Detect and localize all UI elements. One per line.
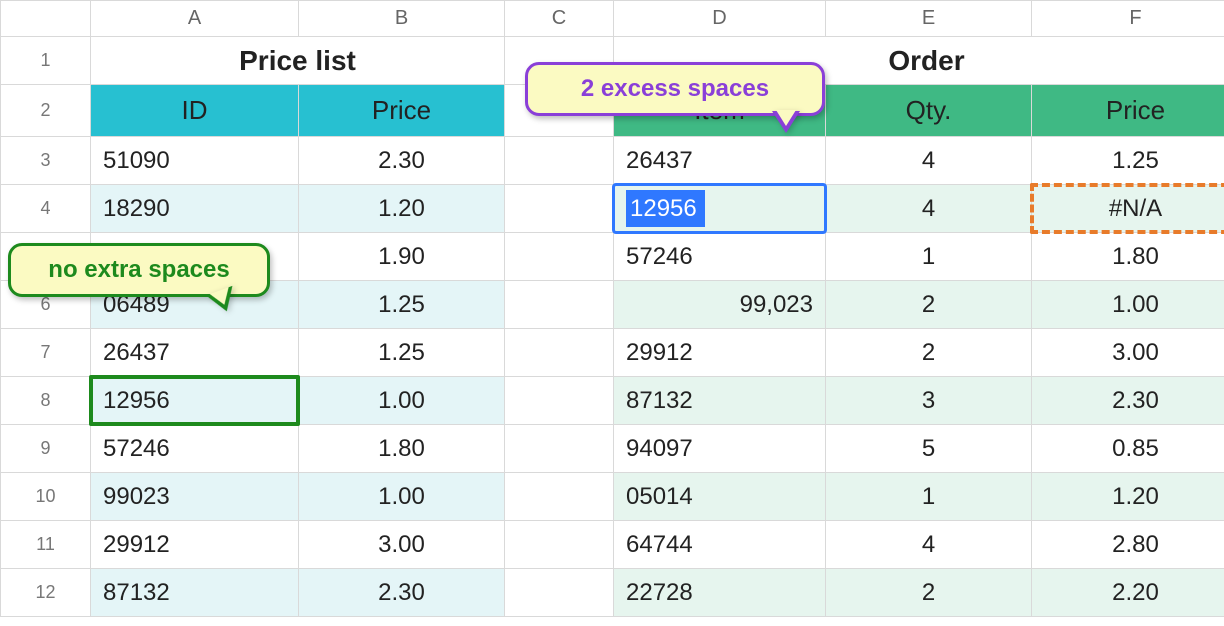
cell[interactable]: 1 — [826, 473, 1032, 521]
header-qty[interactable]: Qty. — [826, 85, 1032, 137]
cell[interactable]: 2.30 — [299, 569, 505, 617]
cell[interactable]: 1.25 — [299, 281, 505, 329]
cell[interactable]: 51090 — [91, 137, 299, 185]
cell[interactable]: 5 — [826, 425, 1032, 473]
row-header[interactable]: 10 — [1, 473, 91, 521]
cell[interactable]: 2 — [826, 569, 1032, 617]
callout-excess-spaces: 2 excess spaces — [525, 62, 825, 116]
cell[interactable]: 4 — [826, 521, 1032, 569]
row-header[interactable]: 3 — [1, 137, 91, 185]
cell[interactable]: 4 — [826, 185, 1032, 233]
cell[interactable]: 22728 — [614, 569, 826, 617]
header-id[interactable]: ID — [91, 85, 299, 137]
table-row: 3 51090 2.30 26437 4 1.25 — [1, 137, 1224, 185]
cell[interactable] — [505, 329, 614, 377]
col-header-E[interactable]: E — [826, 1, 1032, 37]
cell[interactable] — [505, 233, 614, 281]
cell[interactable]: 1.80 — [299, 425, 505, 473]
col-header-D[interactable]: D — [614, 1, 826, 37]
callout-text: no extra spaces — [48, 256, 229, 283]
active-cell[interactable]: 12956 — [614, 185, 826, 233]
row-header[interactable]: 4 — [1, 185, 91, 233]
cell[interactable] — [505, 473, 614, 521]
callout-no-extra-spaces: no extra spaces — [8, 243, 270, 297]
corner-cell[interactable] — [1, 1, 91, 37]
row-header[interactable]: 9 — [1, 425, 91, 473]
cell[interactable]: 2.80 — [1032, 521, 1224, 569]
cell[interactable]: 1.20 — [299, 185, 505, 233]
table-row: 10 99023 1.00 05014 1 1.20 — [1, 473, 1224, 521]
row-header[interactable]: 7 — [1, 329, 91, 377]
cell[interactable]: 1.20 — [1032, 473, 1224, 521]
cell[interactable]: 99,023 — [614, 281, 826, 329]
cell[interactable]: 3 — [826, 377, 1032, 425]
cell[interactable]: 2.30 — [299, 137, 505, 185]
cell[interactable]: 05014 — [614, 473, 826, 521]
cell[interactable]: 1.25 — [1032, 137, 1224, 185]
cell[interactable] — [505, 377, 614, 425]
col-header-A[interactable]: A — [91, 1, 299, 37]
cell[interactable]: 57246 — [614, 233, 826, 281]
cell[interactable]: 3.00 — [299, 521, 505, 569]
table-row: 12 87132 2.30 22728 2 2.20 — [1, 569, 1224, 617]
cell[interactable]: 18290 — [91, 185, 299, 233]
cell[interactable] — [505, 569, 614, 617]
selected-text: 12956 — [626, 190, 705, 228]
cell[interactable]: 1.00 — [299, 473, 505, 521]
cell[interactable]: 2 — [826, 281, 1032, 329]
cell[interactable]: 0.85 — [1032, 425, 1224, 473]
cell[interactable]: 1.00 — [299, 377, 505, 425]
cell[interactable]: 87132 — [614, 377, 826, 425]
title-price-list[interactable]: Price list — [91, 37, 505, 85]
header-price[interactable]: Price — [299, 85, 505, 137]
cell[interactable]: 94097 — [614, 425, 826, 473]
row-header[interactable]: 12 — [1, 569, 91, 617]
cell[interactable]: 2 — [826, 329, 1032, 377]
cell[interactable]: 1 — [826, 233, 1032, 281]
cell[interactable] — [505, 521, 614, 569]
cell[interactable]: 4 — [826, 137, 1032, 185]
spreadsheet-viewport: A B C D E F 1 Price list Order 2 ID Pric… — [0, 0, 1224, 626]
table-row: 11 29912 3.00 64744 4 2.80 — [1, 521, 1224, 569]
cell[interactable]: 99023 — [91, 473, 299, 521]
cell[interactable]: 1.90 — [299, 233, 505, 281]
row-header[interactable]: 11 — [1, 521, 91, 569]
table-row: 4 18290 1.20 12956 4 #N/A — [1, 185, 1224, 233]
row-header[interactable]: 1 — [1, 37, 91, 85]
row-header[interactable]: 8 — [1, 377, 91, 425]
col-header-F[interactable]: F — [1032, 1, 1224, 37]
cell[interactable]: 29912 — [614, 329, 826, 377]
cell[interactable] — [505, 281, 614, 329]
col-header-B[interactable]: B — [299, 1, 505, 37]
cell[interactable] — [505, 137, 614, 185]
highlighted-cell[interactable]: 12956 — [91, 377, 299, 425]
cell[interactable] — [505, 425, 614, 473]
cell[interactable]: 1.25 — [299, 329, 505, 377]
col-header-C[interactable]: C — [505, 1, 614, 37]
cell[interactable]: 87132 — [91, 569, 299, 617]
cell[interactable]: 29912 — [91, 521, 299, 569]
cell[interactable]: 26437 — [91, 329, 299, 377]
cell[interactable] — [505, 185, 614, 233]
cell[interactable]: 2.20 — [1032, 569, 1224, 617]
callout-text: 2 excess spaces — [581, 75, 769, 102]
cell[interactable]: 26437 — [614, 137, 826, 185]
cell[interactable]: 64744 — [614, 521, 826, 569]
table-row: 9 57246 1.80 94097 5 0.85 — [1, 425, 1224, 473]
column-header-row: A B C D E F — [1, 1, 1224, 37]
header-price2[interactable]: Price — [1032, 85, 1224, 137]
row-header[interactable]: 2 — [1, 85, 91, 137]
cell[interactable]: 57246 — [91, 425, 299, 473]
cell[interactable]: 1.80 — [1032, 233, 1224, 281]
error-cell[interactable]: #N/A — [1032, 185, 1224, 233]
cell[interactable]: 3.00 — [1032, 329, 1224, 377]
cell[interactable]: 1.00 — [1032, 281, 1224, 329]
cell[interactable]: 2.30 — [1032, 377, 1224, 425]
table-row: 8 12956 1.00 87132 3 2.30 — [1, 377, 1224, 425]
table-row: 7 26437 1.25 29912 2 3.00 — [1, 329, 1224, 377]
